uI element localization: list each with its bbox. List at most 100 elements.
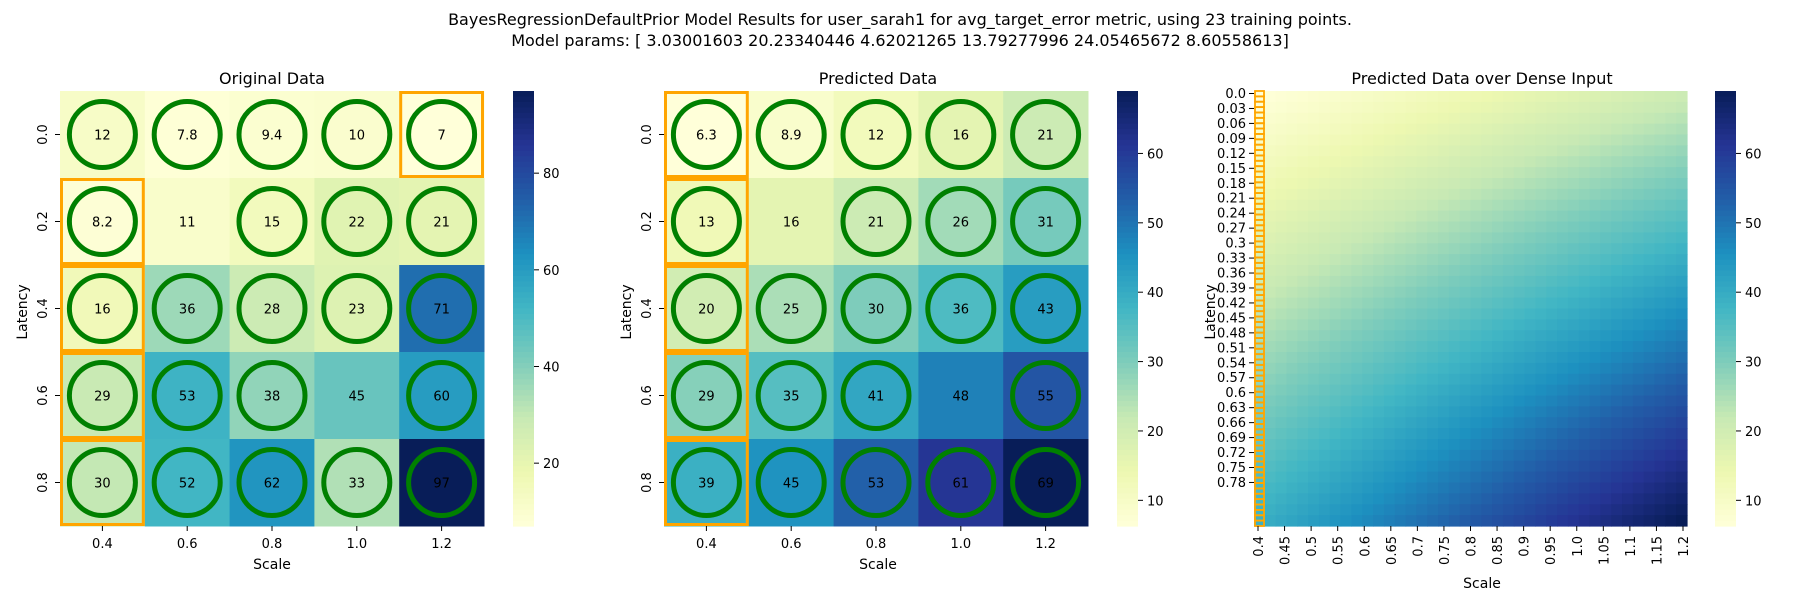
dense-heatmap-cell [1275, 352, 1288, 364]
dense-heatmap-cell [1362, 406, 1374, 418]
dense-heatmap-cell [1297, 449, 1309, 462]
dense-heatmap-cell [1546, 395, 1558, 407]
dense-heatmap-cell [1643, 265, 1656, 277]
dense-heatmap-cell [1557, 428, 1569, 440]
dense-heatmap-cell [1373, 123, 1385, 136]
dense-heatmap-cell [1676, 417, 1688, 429]
dense-heatmap-cell [1654, 275, 1666, 288]
dense-heatmap-cell [1275, 449, 1288, 462]
dense-heatmap-cell [1318, 471, 1331, 484]
dense-heatmap-cell [1405, 286, 1417, 299]
x-tick-label: 0.9 [1518, 536, 1533, 557]
dense-heatmap-cell [1665, 199, 1677, 212]
dense-heatmap-cell [1502, 297, 1515, 310]
colorbar-segment [1117, 107, 1138, 114]
dense-heatmap-cell [1622, 330, 1634, 342]
colorbar-segment [1117, 232, 1138, 239]
x-tick-label: 0.75 [1438, 536, 1453, 565]
colorbar-segment [513, 313, 534, 320]
dense-heatmap-cell [1448, 156, 1461, 168]
dense-heatmap-cell [1611, 254, 1623, 266]
dense-heatmap-cell [1318, 406, 1331, 418]
dense-heatmap-cell [1275, 232, 1288, 244]
dense-heatmap-cell [1578, 417, 1591, 429]
dense-heatmap-cell [1632, 439, 1645, 451]
dense-heatmap-cell [1632, 265, 1645, 277]
cell-value-label: 20 [698, 303, 715, 318]
dense-heatmap-cell [1340, 428, 1353, 440]
dense-heatmap-cell [1676, 91, 1688, 103]
dense-heatmap-cell [1329, 112, 1342, 125]
dense-heatmap-cell [1340, 330, 1353, 342]
colorbar-segment [513, 172, 534, 179]
dense-heatmap-cell [1264, 384, 1277, 397]
dense-heatmap-cell [1643, 188, 1656, 201]
dense-heatmap-cell [1535, 449, 1547, 462]
heatmap-cell [314, 178, 400, 266]
dense-heatmap-cell [1676, 515, 1688, 527]
dense-heatmap-cell [1600, 243, 1612, 255]
dense-heatmap-cell [1643, 341, 1656, 353]
heatmap-cell [144, 439, 231, 527]
colorbar-segment [1117, 297, 1138, 304]
y-axis-label: Latency [619, 284, 635, 339]
dense-heatmap-cell [1481, 373, 1493, 386]
dense-heatmap-cell [1643, 167, 1656, 179]
colorbar-segment [513, 482, 534, 489]
dense-heatmap-cell [1448, 167, 1461, 179]
colorbar-segment [1117, 417, 1138, 424]
heatmap-cell [1003, 439, 1089, 527]
dense-heatmap-cell [1502, 439, 1515, 451]
colorbar-segment [1715, 118, 1736, 125]
dense-heatmap-cell [1600, 286, 1612, 299]
dense-heatmap-cell [1513, 482, 1526, 494]
marker-circle [1010, 447, 1082, 518]
dense-heatmap-cell [1502, 352, 1515, 364]
colorbar-segment [513, 493, 534, 500]
colorbar-segment [1117, 178, 1138, 185]
dense-heatmap-cell [1535, 504, 1547, 516]
dense-heatmap-cell [1297, 254, 1309, 266]
dense-heatmap-cell [1654, 330, 1666, 342]
dense-heatmap-cell [1502, 265, 1515, 277]
colorbar-segment [513, 335, 534, 342]
colorbar-segment [513, 341, 534, 348]
dense-heatmap-cell [1546, 352, 1558, 364]
colorbar-segment [513, 362, 534, 369]
y-tick-label: 0.18 [1217, 177, 1246, 192]
dense-heatmap-cell [1470, 156, 1482, 168]
dense-heatmap-cell [1340, 91, 1353, 103]
dense-heatmap-cell [1524, 265, 1537, 277]
dense-heatmap-cell [1567, 362, 1580, 375]
dense-heatmap-cell [1578, 145, 1591, 157]
cell-value-label: 45 [783, 477, 800, 492]
dense-heatmap-cell [1383, 428, 1396, 440]
dense-heatmap-cell [1438, 91, 1450, 103]
dense-heatmap-cell [1600, 482, 1612, 494]
dense-heatmap-cell [1340, 362, 1353, 375]
dense-heatmap-cell [1438, 482, 1450, 494]
dense-heatmap-cell [1470, 308, 1482, 320]
dense-heatmap-cell [1416, 373, 1428, 386]
dense-heatmap-cell [1373, 428, 1385, 440]
dense-heatmap-cell [1513, 297, 1526, 310]
dense-heatmap-cell [1427, 352, 1439, 364]
dense-heatmap-cell [1427, 221, 1439, 233]
dense-heatmap-cell [1632, 123, 1645, 136]
dense-heatmap-cell [1589, 178, 1601, 190]
dense-heatmap-cell [1654, 199, 1666, 212]
dense-heatmap-cell [1589, 243, 1601, 255]
dense-heatmap-cell [1405, 167, 1417, 179]
dense-heatmap-cell [1535, 254, 1547, 266]
dense-heatmap-cell [1567, 417, 1580, 429]
dense-heatmap-cell [1611, 232, 1623, 244]
dense-heatmap-cell [1632, 199, 1645, 212]
dense-heatmap-cell [1567, 199, 1580, 212]
dense-heatmap-cell [1405, 199, 1417, 212]
x-tick-label: 1.15 [1650, 536, 1665, 565]
dense-heatmap-cell [1427, 406, 1439, 418]
marker-circle [236, 273, 308, 344]
dense-heatmap-cell [1297, 352, 1309, 364]
dense-heatmap-cell [1373, 515, 1385, 527]
